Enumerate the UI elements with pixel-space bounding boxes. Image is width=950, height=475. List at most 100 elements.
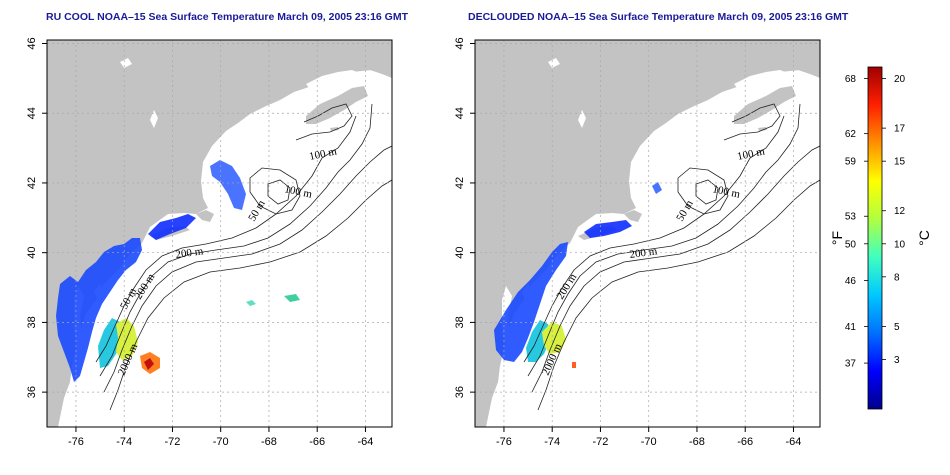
land-mass — [475, 40, 820, 427]
contour-bank — [267, 179, 291, 205]
sst-patch — [148, 214, 196, 240]
sst-patch — [284, 294, 300, 302]
y-tick-label: 36 — [454, 386, 466, 398]
y-tick-label: 44 — [26, 107, 38, 119]
x-tick-label: -64 — [786, 436, 802, 448]
sst-patch — [542, 322, 566, 354]
celsius-tick-label: 3 — [894, 355, 900, 366]
contour-bank — [249, 167, 301, 215]
land-nova-scotia — [734, 86, 796, 124]
contour-label: 100 m — [308, 145, 338, 163]
y-tick-label: 46 — [454, 37, 466, 49]
x-tick-label: -66 — [737, 436, 753, 448]
contour-bank — [677, 167, 729, 215]
contour-200m — [531, 145, 820, 393]
sst-patch — [98, 318, 122, 368]
celsius-ticks: 20 17 15 12 10 8 5 3 — [882, 74, 906, 366]
y-tick-label: 42 — [454, 177, 466, 189]
y-tick-label: 40 — [26, 247, 38, 259]
fahrenheit-tick-label: 68 — [845, 74, 857, 85]
fahrenheit-tick-label: 62 — [845, 129, 857, 140]
map-content — [475, 40, 820, 427]
y-tick-label: 44 — [454, 107, 466, 119]
y-tick-label: 42 — [26, 177, 38, 189]
sst-patch — [494, 242, 568, 362]
sst-patch — [584, 220, 632, 238]
map-title-left: RU COOL NOAA–15 Sea Surface Temperature … — [46, 11, 409, 23]
land-newfoundland — [778, 46, 820, 78]
celsius-tick-label: 20 — [894, 74, 906, 85]
x-tick-label: -74 — [544, 436, 560, 448]
celsius-tick-label: 5 — [894, 322, 900, 333]
land-sable-island — [330, 127, 339, 131]
x-tick-label: -64 — [358, 436, 374, 448]
water-lake — [578, 110, 586, 128]
water-gulf-st-lawrence — [734, 70, 790, 94]
land-cape-cod — [624, 210, 642, 222]
water-gulf-st-lawrence — [306, 70, 362, 94]
map-content — [47, 40, 392, 427]
map-frame — [46, 39, 393, 428]
y-tick-label: 40 — [454, 247, 466, 259]
sst-patch — [144, 358, 154, 370]
contour-2000m — [109, 179, 392, 411]
land-cape-cod — [196, 210, 214, 222]
contour-2000m — [537, 179, 820, 411]
fahrenheit-tick-label: 59 — [845, 157, 857, 168]
sst-patch — [572, 362, 576, 368]
fahrenheit-tick-label: 46 — [845, 276, 857, 287]
contour-label: 200 m — [629, 245, 659, 261]
contour-label: 200 m — [175, 245, 205, 261]
y-tick-label: 46 — [26, 37, 38, 49]
contour-100m — [99, 103, 373, 377]
celsius-tick-label: 10 — [894, 239, 906, 250]
fahrenheit-tick-label: 41 — [845, 322, 857, 333]
fahrenheit-tick-label: 53 — [845, 212, 857, 223]
contour-50m — [523, 115, 785, 363]
axis-ticks: -76 -74 -72 -70 -68 -66 -64 36 38 40 42 44 46 — [26, 37, 373, 448]
sst-patch — [210, 160, 246, 210]
celsius-unit: °C — [916, 230, 932, 246]
land-newfoundland — [350, 46, 392, 78]
colorbar-scale — [867, 66, 883, 410]
x-tick-label: -68 — [689, 436, 705, 448]
x-tick-label: -66 — [309, 436, 325, 448]
y-tick-label: 38 — [26, 316, 38, 328]
x-tick-label: -68 — [261, 436, 277, 448]
contour-label: 100 m — [283, 183, 313, 201]
axis-ticks: -76 -74 -72 -70 -68 -66 -64 36 38 40 42 44 46 — [454, 37, 801, 448]
x-tick-label: -72 — [593, 436, 609, 448]
contour-label: 100 m — [711, 183, 741, 201]
fahrenheit-ticks: 68 62 59 53 50 46 41 37 — [845, 74, 868, 370]
y-tick-label: 38 — [454, 316, 466, 328]
contour-50m — [95, 115, 357, 363]
water-lake — [548, 58, 560, 68]
x-tick-label: -76 — [68, 436, 84, 448]
land-sable-island — [758, 127, 767, 131]
land-nova-scotia — [306, 86, 368, 124]
water-lake — [120, 58, 132, 68]
water-bay-of-fundy — [666, 132, 690, 152]
sst-patch — [246, 300, 256, 306]
contour-label: 100 m — [736, 145, 766, 163]
water-bay-of-fundy — [238, 132, 262, 152]
x-tick-label: -72 — [165, 436, 181, 448]
sst-patch — [652, 182, 662, 194]
celsius-tick-label: 8 — [894, 272, 900, 283]
map-frame — [474, 39, 821, 428]
fahrenheit-unit: °F — [829, 231, 845, 245]
contour-100m — [527, 103, 801, 377]
x-tick-label: -76 — [496, 436, 512, 448]
x-tick-label: -70 — [641, 436, 657, 448]
map-title-right: DECLOUDED NOAA–15 Sea Surface Temperatur… — [468, 11, 849, 23]
land-mass — [47, 40, 392, 427]
x-tick-label: -70 — [213, 436, 229, 448]
contour-200m — [103, 145, 392, 393]
fahrenheit-tick-label: 37 — [845, 359, 857, 370]
water-lake — [150, 110, 158, 128]
celsius-tick-label: 15 — [894, 157, 906, 168]
